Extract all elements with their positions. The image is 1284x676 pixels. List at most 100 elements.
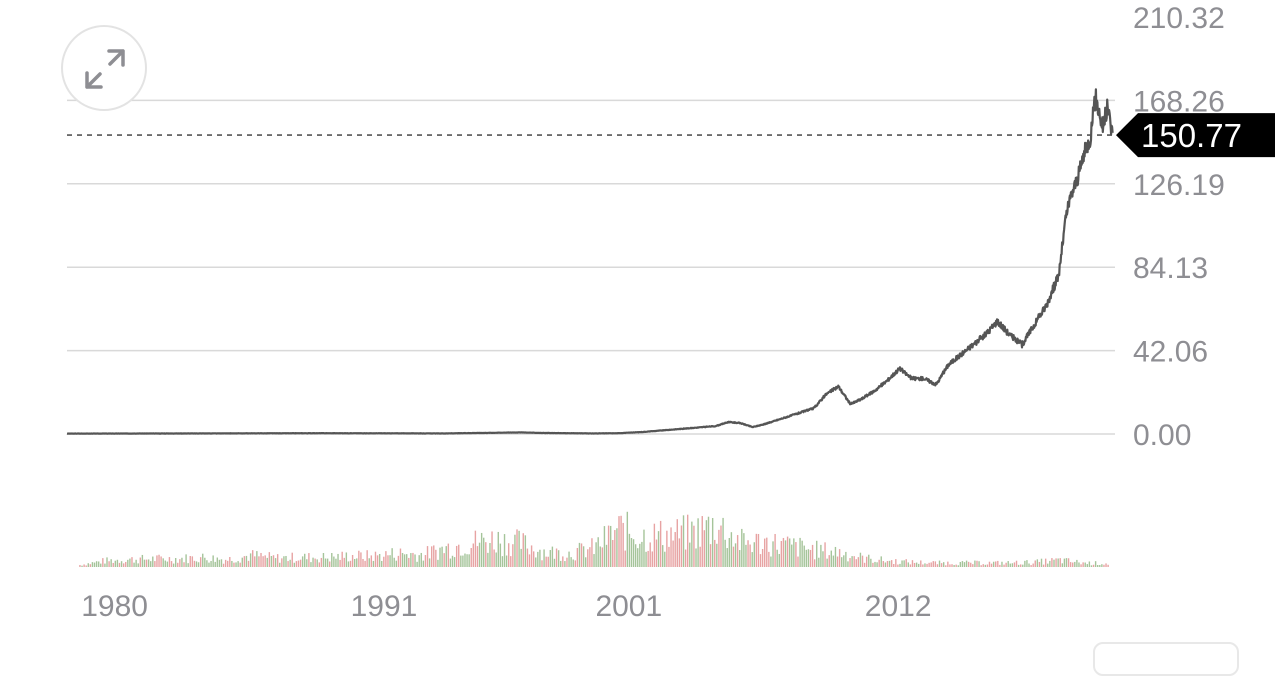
volume-bar (691, 521, 693, 567)
volume-bar (609, 525, 612, 567)
volume-bar (116, 559, 119, 567)
expand-arrows-icon (85, 49, 125, 89)
volume-bar (932, 561, 934, 567)
volume-bar (424, 555, 427, 567)
volume-bar (483, 537, 485, 567)
volume-bar (185, 554, 187, 567)
volume-bar (974, 560, 976, 567)
volume-bar (907, 562, 910, 567)
volume-bar (95, 561, 98, 567)
volume-bar (1099, 564, 1101, 567)
volume-bar (918, 563, 920, 567)
volume-bar (984, 564, 987, 567)
volume-bar (222, 563, 225, 567)
volume-bar (347, 561, 350, 567)
volume-bar (193, 560, 196, 567)
volume-bar (603, 526, 606, 567)
volume-bar (141, 554, 144, 567)
volume-bar (589, 547, 591, 567)
volume-bar (125, 561, 127, 567)
volume-bar (208, 562, 210, 567)
volume-bar (909, 564, 912, 567)
volume-bar (254, 556, 256, 567)
volume-bar (177, 562, 179, 567)
volume-bar (1107, 564, 1109, 567)
volume-bar (1051, 558, 1053, 567)
volume-bar (385, 551, 387, 567)
volume-bar (924, 563, 926, 567)
volume-bar (1042, 564, 1045, 567)
volume-bar (237, 561, 239, 567)
volume-bar (686, 514, 689, 567)
volume-bar (851, 556, 853, 567)
volume-bar (210, 560, 212, 567)
volume-bar (566, 557, 568, 567)
volume-bar (915, 562, 918, 567)
volume-bar (512, 544, 514, 567)
volume-bar (751, 552, 753, 567)
volume-bar (143, 559, 146, 567)
volume-bar (649, 542, 651, 567)
volume-bar (888, 560, 891, 567)
volume-bar (1059, 558, 1061, 567)
volume-bar (93, 562, 96, 567)
volume-bar (805, 549, 808, 567)
volume-bar (874, 561, 876, 567)
volume-bar (905, 559, 907, 567)
volume-bar (100, 563, 102, 567)
volume-bar (662, 545, 664, 567)
volume-bar (795, 542, 797, 567)
volume-bar (522, 533, 524, 567)
current-value-tag (1116, 113, 1275, 158)
volume-bar (150, 561, 152, 567)
y-tick-label: 42.06 (1133, 336, 1208, 369)
volume-bar (251, 550, 254, 567)
volume-bar (326, 558, 329, 567)
price-line (66, 88, 1114, 435)
volume-bar (857, 557, 860, 567)
volume-bar (797, 556, 799, 567)
range-control[interactable] (1093, 642, 1239, 676)
volume-bar (728, 537, 731, 567)
volume-bar (318, 562, 320, 567)
volume-bar (847, 561, 849, 567)
volume-bar (1088, 561, 1091, 567)
volume-bar (986, 564, 989, 567)
volume-bar (868, 554, 870, 567)
volume-bar (476, 546, 479, 567)
volume-bar (705, 520, 708, 567)
volume-bar (1015, 560, 1018, 567)
volume-bar (680, 525, 683, 567)
volume-bar (753, 542, 755, 567)
volume-bar (430, 546, 433, 567)
volume-bar (364, 560, 366, 567)
volume-bar (599, 546, 601, 567)
volume-bar (657, 531, 660, 567)
volume-bar (872, 562, 874, 567)
expand-button[interactable] (61, 25, 147, 111)
volume-bar (865, 556, 868, 567)
volume-bar (351, 554, 354, 567)
volume-bar (1026, 560, 1028, 567)
volume-bar (722, 517, 724, 567)
volume-bar (572, 559, 574, 567)
volume-bar (322, 552, 325, 567)
volume-bar (761, 548, 764, 567)
volume-bar (366, 550, 368, 567)
volume-bar (963, 562, 966, 567)
volume-bar (1072, 562, 1074, 567)
volume-bar (576, 547, 579, 567)
volume-bar (497, 531, 499, 567)
volume-bar (466, 554, 468, 567)
volume-bar (247, 560, 250, 567)
volume-bar (597, 537, 599, 567)
volume-bar (999, 564, 1001, 567)
volume-bar (1076, 559, 1078, 567)
volume-bar (179, 559, 181, 567)
volume-bar (112, 562, 114, 567)
volume-bar (849, 558, 851, 567)
volume-bar (824, 542, 826, 567)
y-tick-label: 168.26 (1133, 85, 1225, 118)
volume-bar (1032, 563, 1034, 567)
